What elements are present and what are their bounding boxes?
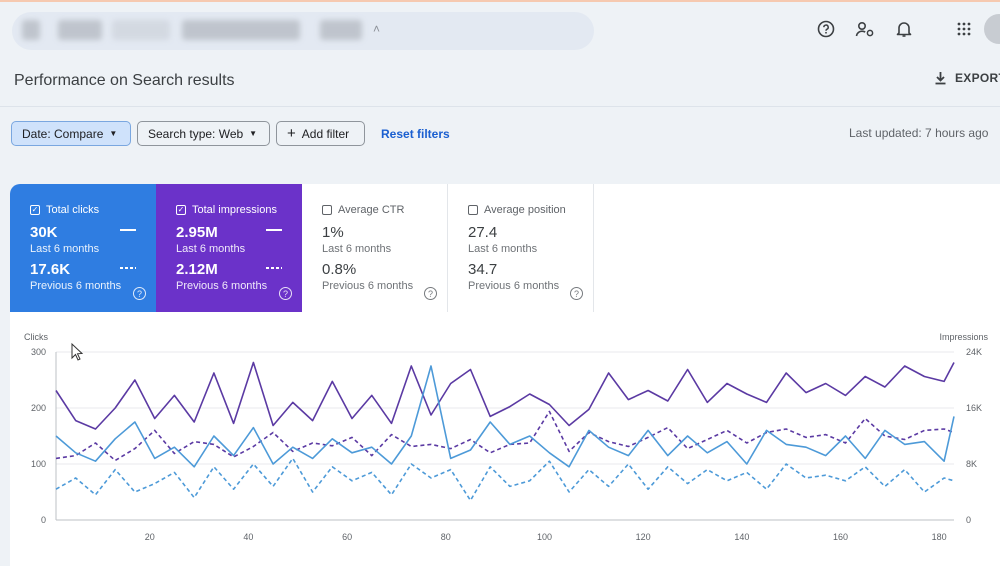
series-line: [55, 361, 955, 430]
caret-down-icon: ▼: [109, 129, 118, 138]
series-line: [55, 457, 955, 502]
metric-previous-value: 17.6K: [30, 261, 71, 278]
redacted-text: [112, 20, 170, 40]
download-icon: [935, 72, 946, 85]
series-line: [55, 365, 955, 468]
y2-tick-label: 8K: [966, 459, 977, 469]
metric-previous-period: Previous 6 months: [322, 280, 414, 292]
plus-icon: +: [287, 125, 296, 142]
x-tick-label: 40: [243, 532, 253, 542]
reset-filters-link[interactable]: Reset filters: [381, 127, 450, 141]
legend-solid-line-icon: [120, 229, 136, 231]
metric-previous-period: Previous 6 months: [176, 280, 268, 292]
help-icon[interactable]: ?: [279, 287, 292, 300]
metric-current-period: Last 6 months: [322, 243, 392, 255]
x-tick-label: 100: [537, 532, 552, 542]
metric-current-period: Last 6 months: [30, 243, 100, 255]
metric-total-impressions[interactable]: ✓ Total impressions 2.95M Last 6 months 2…: [156, 184, 302, 312]
manage-users-icon[interactable]: [853, 17, 877, 41]
y-tick-label: 0: [41, 515, 46, 525]
metric-label: Average position: [484, 204, 566, 216]
x-tick-label: 180: [932, 532, 947, 542]
top-bar: ˄: [0, 0, 1000, 60]
checkbox-checked-icon[interactable]: ✓: [30, 205, 40, 215]
bell-icon[interactable]: [892, 17, 916, 41]
metric-previous-value: 34.7: [468, 261, 498, 278]
apps-grid-icon[interactable]: [952, 17, 976, 41]
metric-total-clicks[interactable]: ✓ Total clicks 30K Last 6 months 17.6K Pr…: [10, 184, 156, 312]
y-tick-label: 300: [31, 347, 46, 357]
y-axis-label: Clicks: [24, 332, 48, 342]
page-title: Performance on Search results: [14, 72, 235, 89]
caret-down-icon: ▼: [249, 129, 258, 138]
help-icon[interactable]: ?: [133, 287, 146, 300]
property-selector[interactable]: [12, 12, 594, 50]
y-tick-label: 200: [31, 403, 46, 413]
x-tick-label: 160: [833, 532, 848, 542]
y2-tick-label: 0: [966, 515, 971, 525]
help-icon[interactable]: ?: [570, 287, 583, 300]
y-tick-label: 100: [31, 459, 46, 469]
checkbox-unchecked-icon[interactable]: [468, 205, 478, 215]
legend-dashed-line-icon: [120, 267, 136, 269]
top-accent-line: [0, 0, 1000, 2]
metric-current-value: 2.95M: [176, 224, 218, 241]
add-filter-button[interactable]: + Add filter: [276, 121, 365, 146]
metric-average-ctr[interactable]: Average CTR 1% Last 6 months 0.8% Previo…: [302, 184, 448, 312]
chevron-down-icon: ˄: [373, 22, 381, 36]
y2-axis-label: Impressions: [939, 332, 988, 342]
help-icon[interactable]: [814, 17, 838, 41]
redacted-text: [22, 20, 40, 40]
last-updated: Last updated: 7 hours ago: [849, 126, 989, 140]
y2-tick-label: 16K: [966, 403, 982, 413]
y2-tick-label: 24K: [966, 347, 982, 357]
date-filter-label: Date: Compare: [22, 126, 104, 141]
checkbox-unchecked-icon[interactable]: [322, 205, 332, 215]
legend-solid-line-icon: [266, 229, 282, 231]
performance-card: ✓ Total clicks 30K Last 6 months 17.6K Pr…: [10, 184, 1000, 566]
metric-previous-period: Previous 6 months: [468, 280, 560, 292]
metric-previous-period: Previous 6 months: [30, 280, 122, 292]
metric-average-position[interactable]: Average position 27.4 Last 6 months 34.7…: [448, 184, 594, 312]
help-icon[interactable]: ?: [424, 287, 437, 300]
date-filter-chip[interactable]: Date: Compare ▼: [11, 121, 131, 146]
legend-dashed-line-icon: [266, 267, 282, 269]
cursor-pointer-icon: [71, 342, 84, 361]
redacted-text: [58, 20, 102, 40]
performance-chart[interactable]: Clicks Impressions 0 100 200 300 0 8K 16K 24K 20…: [10, 324, 1000, 564]
metric-current-period: Last 6 months: [176, 243, 246, 255]
redacted-text: [320, 20, 362, 40]
export-label: EXPORT: [955, 71, 1000, 85]
search-type-chip[interactable]: Search type: Web ▼: [137, 121, 270, 146]
metric-label: Total impressions: [192, 204, 277, 216]
metric-current-value: 1%: [322, 224, 344, 241]
x-tick-label: 140: [734, 532, 749, 542]
x-tick-label: 80: [441, 532, 451, 542]
metric-current-value: 30K: [30, 224, 58, 241]
series-line: [55, 410, 955, 462]
metric-label: Average CTR: [338, 204, 405, 216]
redacted-text: [182, 20, 300, 40]
metric-label: Total clicks: [46, 204, 100, 216]
metric-current-period: Last 6 months: [468, 243, 538, 255]
add-filter-label: Add filter: [301, 126, 350, 141]
metric-previous-value: 0.8%: [322, 261, 357, 278]
metric-current-value: 27.4: [468, 224, 498, 241]
avatar[interactable]: [984, 14, 1000, 44]
divider: [0, 106, 1000, 107]
export-button[interactable]: EXPORT: [934, 71, 1000, 85]
checkbox-checked-icon[interactable]: ✓: [176, 205, 186, 215]
x-tick-label: 60: [342, 532, 352, 542]
x-tick-label: 20: [145, 532, 155, 542]
metric-previous-value: 2.12M: [176, 261, 218, 278]
search-type-label: Search type: Web: [148, 126, 244, 141]
x-tick-label: 120: [636, 532, 651, 542]
